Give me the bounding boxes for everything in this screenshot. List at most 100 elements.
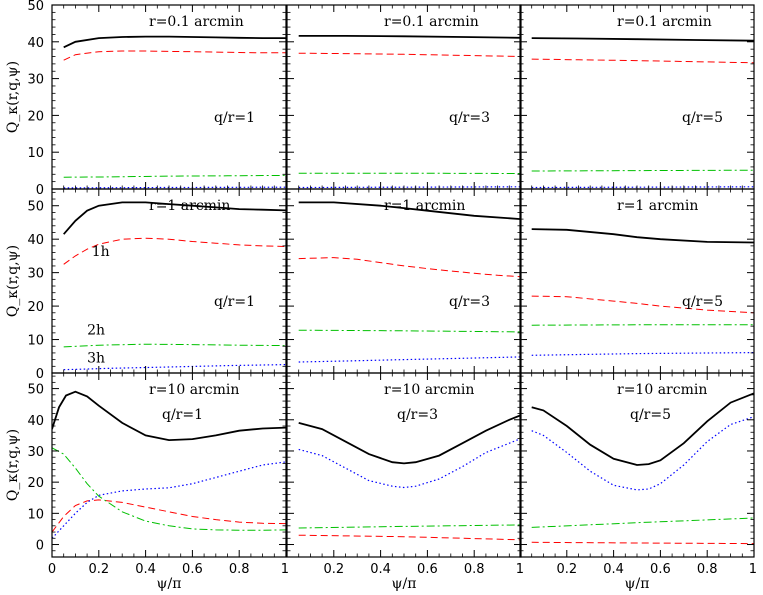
y-axis-label: Q_κ(r,q,ψ) bbox=[5, 61, 21, 133]
panel-r1-c1: r=1 arcmin q/r=3 bbox=[287, 189, 521, 373]
series-line-1h bbox=[532, 542, 754, 543]
y-tick-label: 40 bbox=[27, 36, 44, 51]
y-tick-label: 50 bbox=[27, 383, 44, 398]
series-line-3h bbox=[64, 187, 286, 188]
panel-title: r=0.1 arcmin bbox=[617, 14, 712, 30]
x-tick-label: 0.4 bbox=[370, 562, 391, 577]
y-axis-label: Q_κ(r,q,ψ) bbox=[5, 429, 21, 501]
series-line-3h bbox=[532, 187, 754, 188]
series-line-2h bbox=[299, 525, 521, 528]
panel-q-label: q/r=5 bbox=[682, 110, 723, 126]
series-line-3h bbox=[532, 353, 754, 356]
series-line-total bbox=[532, 229, 754, 242]
x-tick-label: 0.2 bbox=[88, 562, 109, 577]
panel-title: r=0.1 arcmin bbox=[149, 14, 244, 30]
y-tick-label: 0 bbox=[36, 539, 44, 554]
panel-title: r=0.1 arcmin bbox=[384, 14, 479, 30]
panel-r1-c2: r=1 arcmin q/r=5 bbox=[520, 189, 754, 373]
x-axis-label: ψ/π bbox=[392, 576, 417, 591]
panel-q-label: q/r=1 bbox=[214, 110, 255, 126]
y-tick-label: 10 bbox=[27, 146, 44, 161]
series-line-2h bbox=[299, 330, 521, 332]
y-axis-label: Q_κ(r,q,ψ) bbox=[5, 245, 21, 317]
panel-title: r=10 arcmin bbox=[149, 382, 239, 398]
panel-frame bbox=[52, 373, 286, 557]
x-tick-label: 0.6 bbox=[182, 562, 203, 577]
x-axis-label: ψ/π bbox=[157, 576, 182, 591]
panel-q-label: q/r=1 bbox=[214, 294, 255, 310]
panel-title: r=1 arcmin bbox=[617, 198, 698, 214]
panel-series bbox=[299, 202, 521, 362]
y-tick-label: 20 bbox=[27, 476, 44, 491]
series-line-total bbox=[532, 38, 754, 41]
panel-title: r=1 arcmin bbox=[384, 198, 465, 214]
x-tick-label: 0 bbox=[48, 562, 56, 577]
panel-series bbox=[532, 229, 754, 355]
series-line-2h bbox=[52, 448, 286, 530]
panel-title: r=10 arcmin bbox=[384, 382, 474, 398]
series-line-1h bbox=[64, 51, 286, 60]
panel-q-label: q/r=5 bbox=[630, 407, 671, 423]
series-line-2h bbox=[64, 175, 286, 177]
panel-r2-c2: r=10 arcmin q/r=5 bbox=[520, 373, 754, 557]
panel-title: r=10 arcmin bbox=[617, 382, 707, 398]
x-tick-label: 0.2 bbox=[323, 562, 344, 577]
panel-series bbox=[299, 415, 521, 540]
y-tick-label: 10 bbox=[27, 507, 44, 522]
series-annotation: 2h bbox=[87, 323, 105, 339]
panel-frame bbox=[520, 5, 754, 189]
series-line-1h bbox=[299, 53, 521, 56]
y-tick-label: 20 bbox=[27, 300, 44, 315]
x-tick-label: 0.8 bbox=[464, 562, 485, 577]
y-tick-label: 40 bbox=[27, 414, 44, 429]
y-tick-label: 40 bbox=[27, 233, 44, 248]
panel-frame bbox=[287, 5, 521, 189]
x-tick-label: 0.6 bbox=[650, 562, 671, 577]
panel-q-label: q/r=1 bbox=[162, 407, 203, 423]
series-line-3h bbox=[299, 187, 521, 188]
series-line-1h bbox=[299, 258, 521, 277]
series-line-2h bbox=[532, 518, 754, 527]
y-tick-label: 20 bbox=[27, 109, 44, 124]
series-line-1h bbox=[299, 535, 521, 540]
series-line-2h bbox=[532, 170, 754, 171]
panel-q-label: q/r=3 bbox=[449, 294, 490, 310]
series-line-2h bbox=[64, 344, 286, 347]
series-line-total bbox=[299, 36, 521, 38]
panel-q-label: q/r=5 bbox=[682, 294, 723, 310]
y-tick-label: 50 bbox=[27, 0, 44, 14]
series-annotation: 3h bbox=[87, 350, 105, 366]
panel-frame bbox=[520, 189, 754, 373]
panel-frame bbox=[287, 373, 521, 557]
panel-q-label: q/r=3 bbox=[397, 407, 438, 423]
series-line-1h bbox=[532, 59, 754, 63]
x-axis-label: ψ/π bbox=[625, 576, 650, 591]
panel-r2-c0: r=10 arcmin q/r=1 bbox=[52, 373, 286, 557]
series-line-1h bbox=[52, 500, 286, 532]
series-line-total bbox=[64, 37, 286, 48]
x-tick-label: 0.4 bbox=[135, 562, 156, 577]
series-line-3h bbox=[532, 417, 754, 490]
panel-series bbox=[64, 202, 286, 369]
series-line-total bbox=[532, 393, 754, 465]
x-tick-label: 0.2 bbox=[556, 562, 577, 577]
x-tick-label: 0.6 bbox=[417, 562, 438, 577]
panel-frame bbox=[52, 5, 286, 189]
y-tick-label: 0 bbox=[36, 367, 44, 382]
y-tick-label: 30 bbox=[27, 445, 44, 460]
y-tick-label: 0 bbox=[36, 183, 44, 198]
y-tick-label: 30 bbox=[27, 73, 44, 88]
x-tick-label: 1 bbox=[749, 562, 757, 577]
x-tick-label: 0.8 bbox=[697, 562, 718, 577]
series-annotation: 1h bbox=[92, 244, 110, 260]
panel-r0-c0: r=0.1 arcmin q/r=1 bbox=[52, 5, 286, 189]
x-tick-label: 0.8 bbox=[229, 562, 250, 577]
y-tick-label: 30 bbox=[27, 267, 44, 282]
panel-r0-c2: r=0.1 arcmin q/r=5 bbox=[520, 5, 754, 189]
x-tick-label: 0.4 bbox=[603, 562, 624, 577]
x-tick-label: 1 bbox=[281, 562, 289, 577]
